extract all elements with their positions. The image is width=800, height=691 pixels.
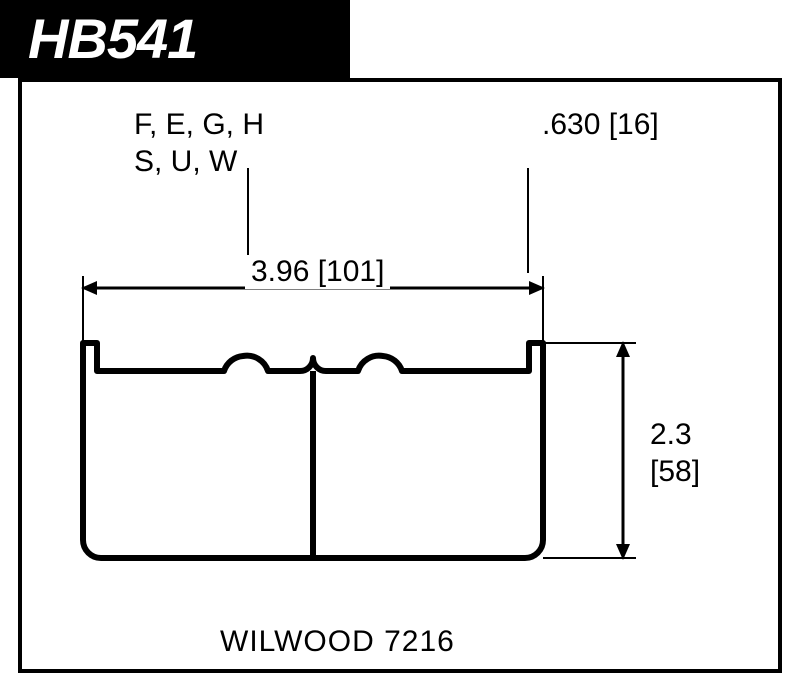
height-inches: 2.3 xyxy=(650,418,692,452)
variants-line1: F, E, G, H xyxy=(134,108,264,142)
part-number: HB541 xyxy=(28,6,197,71)
variants-line2: S, U, W xyxy=(134,145,237,179)
height-mm: 58 xyxy=(658,455,691,488)
thickness-value: .630 [16] xyxy=(542,108,659,142)
width-value: 3.96 [101] xyxy=(245,255,390,289)
header-bar: HB541 xyxy=(0,0,350,78)
product-name: WILWOOD 7216 xyxy=(220,625,455,659)
dimension-diagram xyxy=(18,78,782,673)
